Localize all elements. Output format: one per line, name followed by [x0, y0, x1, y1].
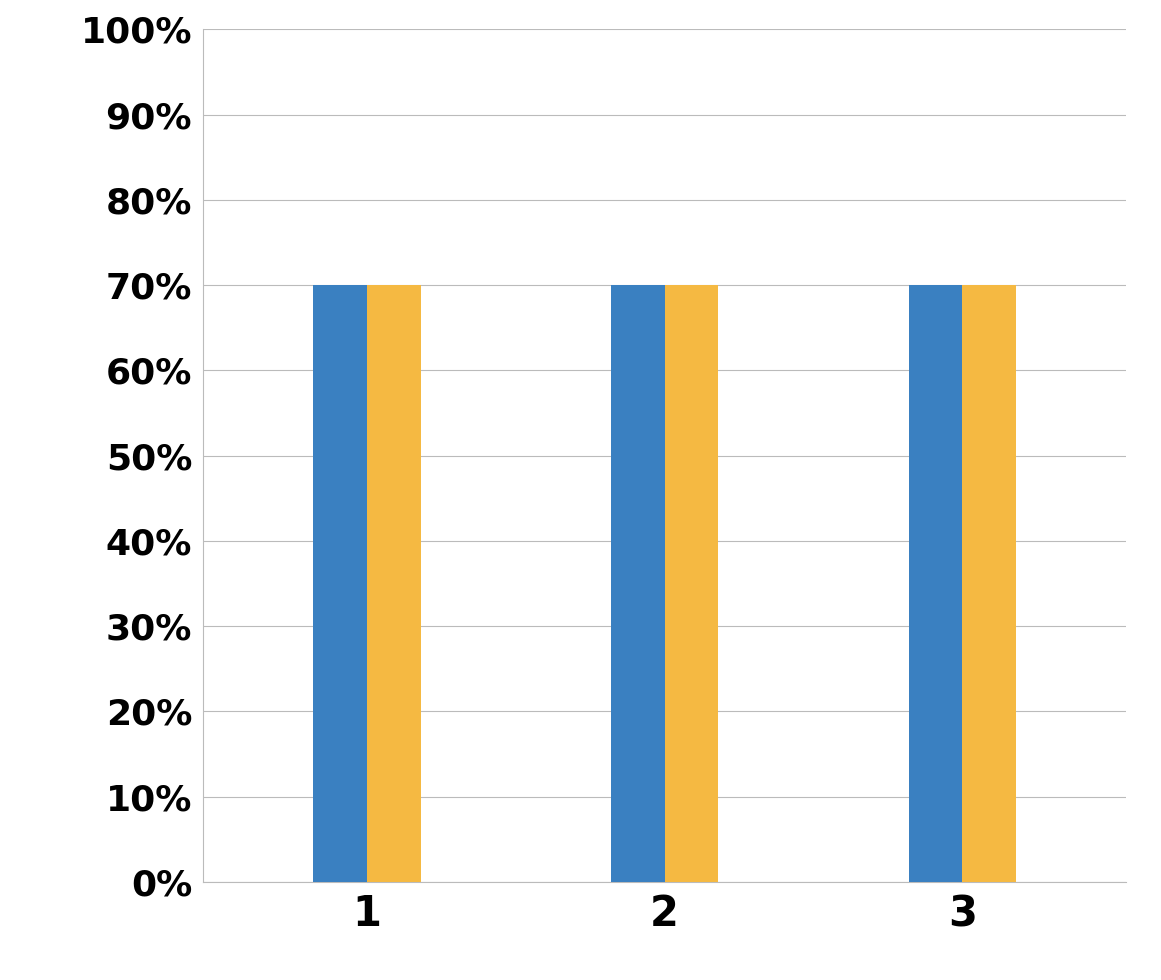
Bar: [962, 285, 1016, 882]
Bar: [313, 285, 367, 882]
Bar: [665, 285, 719, 882]
Bar: [367, 285, 420, 882]
Bar: [909, 285, 962, 882]
Bar: [611, 285, 664, 882]
